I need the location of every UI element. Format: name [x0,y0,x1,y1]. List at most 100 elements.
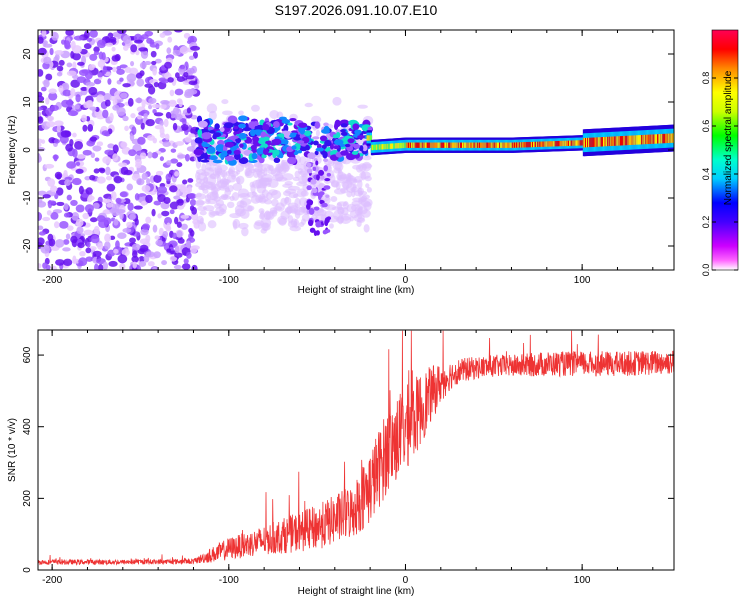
spectrogram-cell [38,231,46,236]
spectrogram-cell [80,86,88,91]
spectrogram-cell [105,166,111,176]
spectrogram-cell [287,215,294,224]
spectrogram-cell [139,152,147,160]
spectrogram-cell [96,141,104,147]
spectrogram-cell [351,151,359,155]
spectrogram-cell [47,178,56,187]
spectrogram-cell [260,228,267,234]
spectrogram-cell [357,187,364,195]
spectrogram-cell [340,150,349,156]
spectrogram-cell [137,115,143,120]
spectrogram-cell [109,235,116,240]
spectrogram-cell [163,197,171,204]
spectrogram-cell [282,183,293,188]
spectrogram-cell [38,237,45,246]
spectrogram-cell [192,51,198,59]
spectrogram-cell [88,64,95,71]
spectrogram-cell [127,202,134,211]
spectrogram-cell [75,161,81,166]
spectrogram-cell [44,163,55,169]
spectrogram-ytick-label: 10 [22,96,33,108]
spectrogram-cell [289,205,299,214]
spectrogram-cell [260,210,265,219]
spectrogram-cell [219,127,225,132]
spectrogram-cell [164,61,172,69]
spectrogram-cell [184,153,190,162]
spectrogram-cell [326,216,332,221]
spectrogram-cell [268,165,274,172]
spectrogram-cell [102,198,112,204]
spectrogram-cell [294,163,307,170]
spectrogram-cell [262,148,269,155]
spectrogram-cell [315,221,322,228]
spectrogram-cell [79,251,86,257]
colorbar-tick-label: 0.2 [701,216,711,229]
spectrogram-cell [299,126,306,135]
spectrogram-cell [89,106,97,111]
spectrogram-cell [169,89,175,97]
spectrogram-cell [306,168,313,174]
spectrogram-cell [182,118,187,126]
spectrogram-cell [179,46,189,55]
spectrogram-cell [166,47,172,55]
spectrogram-cell [133,205,143,210]
spectrogram-cell [229,212,242,219]
spectrogram-cell [40,86,47,92]
spectrogram-cell [145,216,152,224]
spectrogram-cell [214,123,220,130]
spectrogram-cell [362,155,372,161]
spectrogram-cell [83,43,92,50]
spectrogram-cell [122,35,132,45]
snr-xtick-label: -200 [42,575,62,586]
spectrogram-cell [169,209,175,215]
spectrogram-cell [70,235,78,244]
spectrogram-cell [112,66,117,73]
spectrogram-cell [70,40,76,50]
spectrogram-cell [138,256,145,263]
snr-ytick-label: 0 [22,567,33,573]
chart-title: S197.2026.091.10.07.E10 [275,2,438,18]
spectrogram-cell [102,109,109,119]
spectrogram-cell [147,151,153,159]
spectrogram-cell [65,143,74,152]
spectrogram-cell [152,224,158,233]
spectrogram-cell [253,221,263,230]
spectrogram-cell [160,79,169,84]
spectrogram-cell [58,85,64,93]
spectrogram-cell [161,260,168,266]
spectrogram-cell [121,248,130,257]
spectrogram-cell [340,123,348,128]
spectrogram-cell [312,188,318,194]
spectrogram-cell [236,177,241,184]
spectrogram-cell [43,43,53,48]
spectrogram-cell [77,61,85,66]
spectrogram-cell [104,233,112,243]
spectrogram-cell [111,55,120,62]
spectrogram-cell [303,130,312,137]
spectrogram-cell [136,78,145,87]
spectrogram-cell [340,187,349,194]
spectrogram-cell [201,141,208,148]
spectrogram-cell [239,143,244,148]
spectrogram-cell [278,133,285,138]
spectrogram-cell [312,136,320,140]
spectrogram-cell [177,204,185,210]
spectrogram-cell [83,229,94,236]
spectrogram-cell [195,200,206,206]
spectrogram-cell [318,169,325,176]
spectrogram-cell [169,185,178,193]
spectrogram-cell [157,185,168,194]
spectrogram-cell [131,126,137,135]
spectrogram-cell [308,208,315,215]
spectrogram-cell [188,133,196,138]
spectrogram-cell [359,171,371,180]
spectrogram-cell [346,191,353,198]
spectrogram-cell [48,88,57,94]
spectrogram-cell [209,129,216,134]
spectrogram-ylabel: Frequency (Hz) [7,116,18,185]
spectrogram-cell [365,183,370,189]
spectrogram-cell [38,95,45,103]
spectrogram-cell [212,159,223,164]
spectrogram-cell [169,255,177,262]
